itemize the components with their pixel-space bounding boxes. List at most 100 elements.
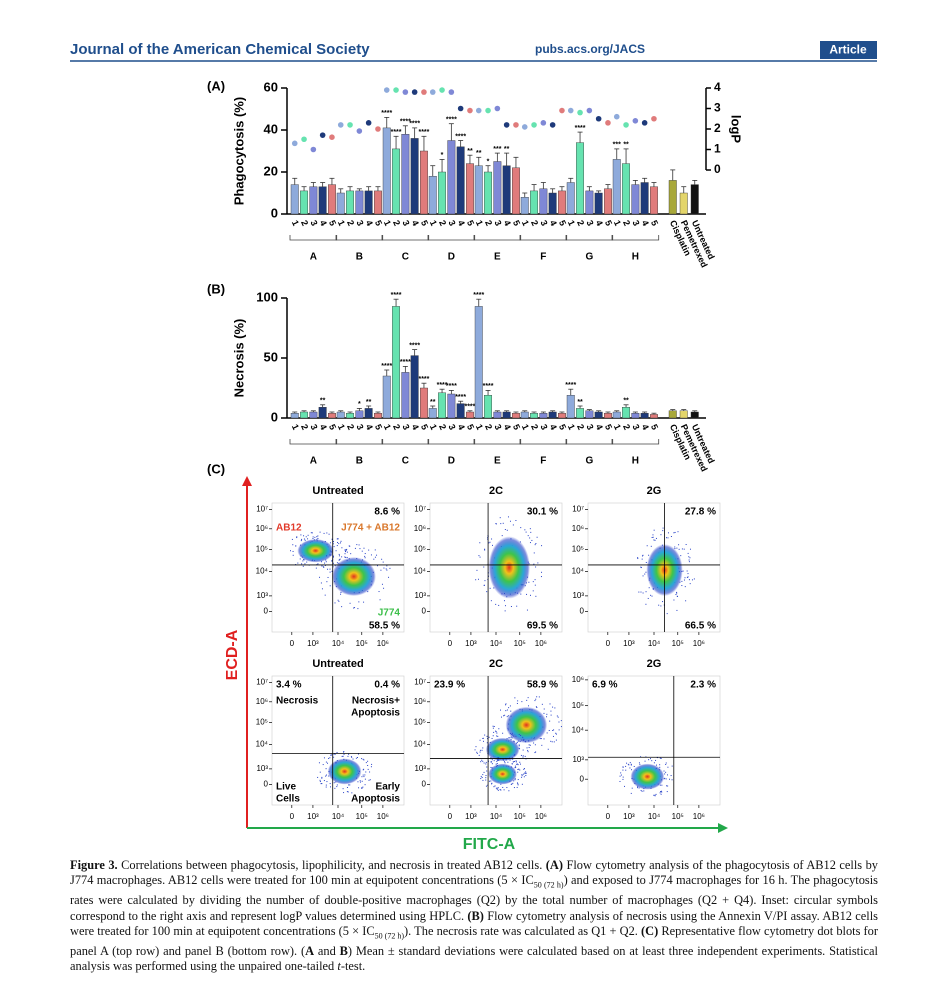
event-dot xyxy=(511,737,513,739)
event-dot xyxy=(684,577,686,579)
event-dot xyxy=(346,556,348,558)
bar xyxy=(558,190,566,215)
event-dot xyxy=(325,784,327,786)
event-dot xyxy=(504,610,506,612)
event-dot xyxy=(529,537,531,539)
significance-label: ** xyxy=(320,398,326,405)
bar xyxy=(401,133,410,215)
bar xyxy=(640,182,649,215)
event-dot xyxy=(314,536,316,538)
event-dot xyxy=(300,540,302,542)
y-tick-label: 0 xyxy=(422,779,427,788)
article-badge xyxy=(820,41,877,59)
bar xyxy=(604,188,612,215)
x-tick-label: 10⁶ xyxy=(535,639,547,648)
event-dot xyxy=(534,752,536,754)
event-dot xyxy=(485,761,487,763)
event-dot xyxy=(688,561,690,563)
event-dot xyxy=(496,788,498,790)
logp-dot xyxy=(365,120,372,126)
event-dot xyxy=(521,774,523,776)
event-dot xyxy=(496,732,498,734)
event-dot xyxy=(481,776,483,778)
bar xyxy=(585,410,594,419)
event-dot xyxy=(332,562,334,564)
event-dot xyxy=(643,790,645,792)
x-tick-label: 10³ xyxy=(623,812,635,821)
logp-dot xyxy=(531,122,537,128)
event-dot xyxy=(301,538,303,540)
event-dot xyxy=(518,740,520,742)
event-dot xyxy=(681,548,683,550)
event-dot xyxy=(493,731,495,733)
event-dot xyxy=(325,775,327,777)
event-dot xyxy=(535,706,537,708)
event-dot xyxy=(509,759,511,761)
bar xyxy=(355,410,364,419)
event-dot xyxy=(336,751,338,753)
bar xyxy=(447,393,456,419)
x-tick-label: 2 xyxy=(345,423,356,432)
bar xyxy=(309,411,318,419)
event-dot xyxy=(678,544,680,546)
x-tick-label: 4 xyxy=(410,423,421,432)
event-dot xyxy=(491,538,493,540)
x-tick-label: 10⁶ xyxy=(377,639,389,648)
event-dot xyxy=(521,775,523,777)
event-dot xyxy=(655,759,657,761)
event-dot xyxy=(388,576,390,578)
y2-tick-label: 3 xyxy=(714,101,721,115)
significance-label: ** xyxy=(476,150,482,157)
group-label: A xyxy=(310,252,317,263)
event-dot xyxy=(488,575,490,577)
event-dot xyxy=(518,745,520,747)
event-dot xyxy=(686,570,688,572)
event-dot xyxy=(481,759,483,761)
event-dot xyxy=(343,751,345,753)
event-dot xyxy=(370,554,372,556)
bar xyxy=(612,159,621,215)
x-tick-label: 10⁵ xyxy=(672,639,684,648)
bar xyxy=(668,180,677,215)
event-dot xyxy=(503,715,505,717)
logp-dot xyxy=(439,87,445,93)
event-dot xyxy=(324,565,326,567)
event-dot xyxy=(381,558,383,560)
event-dot xyxy=(541,545,543,547)
event-dot xyxy=(520,734,522,736)
event-dot xyxy=(330,754,332,756)
event-dot xyxy=(486,742,488,744)
x-tick-label: 2 xyxy=(483,219,494,228)
significance-label: **** xyxy=(455,133,466,140)
event-dot xyxy=(645,561,647,563)
event-dot xyxy=(527,749,529,751)
caption-segment: -test. xyxy=(340,959,366,974)
event-dot xyxy=(645,603,647,605)
event-dot xyxy=(666,791,668,793)
event-dot xyxy=(510,606,512,608)
event-dot xyxy=(484,548,486,550)
bar xyxy=(420,150,428,215)
event-dot xyxy=(554,707,556,709)
event-dot xyxy=(498,757,500,759)
event-dot xyxy=(496,760,498,762)
bar xyxy=(466,163,474,215)
event-dot xyxy=(549,703,551,705)
event-dot xyxy=(666,613,668,615)
event-dot xyxy=(382,561,384,563)
quadrant-label: Cells xyxy=(276,794,300,805)
event-dot xyxy=(671,765,673,767)
group-label: H xyxy=(632,252,639,263)
x-tick-label: 4 xyxy=(318,423,329,432)
event-dot xyxy=(332,556,334,558)
x-tick-label: 2 xyxy=(621,423,632,432)
bar xyxy=(631,184,640,215)
x-tick-label: 5 xyxy=(557,423,568,432)
event-dot xyxy=(505,710,507,712)
bar xyxy=(438,392,446,419)
bar xyxy=(410,355,419,419)
event-dot xyxy=(342,788,344,790)
event-dot xyxy=(514,697,516,699)
event-dot xyxy=(555,733,557,735)
x-tick-label: 1 xyxy=(520,423,531,432)
